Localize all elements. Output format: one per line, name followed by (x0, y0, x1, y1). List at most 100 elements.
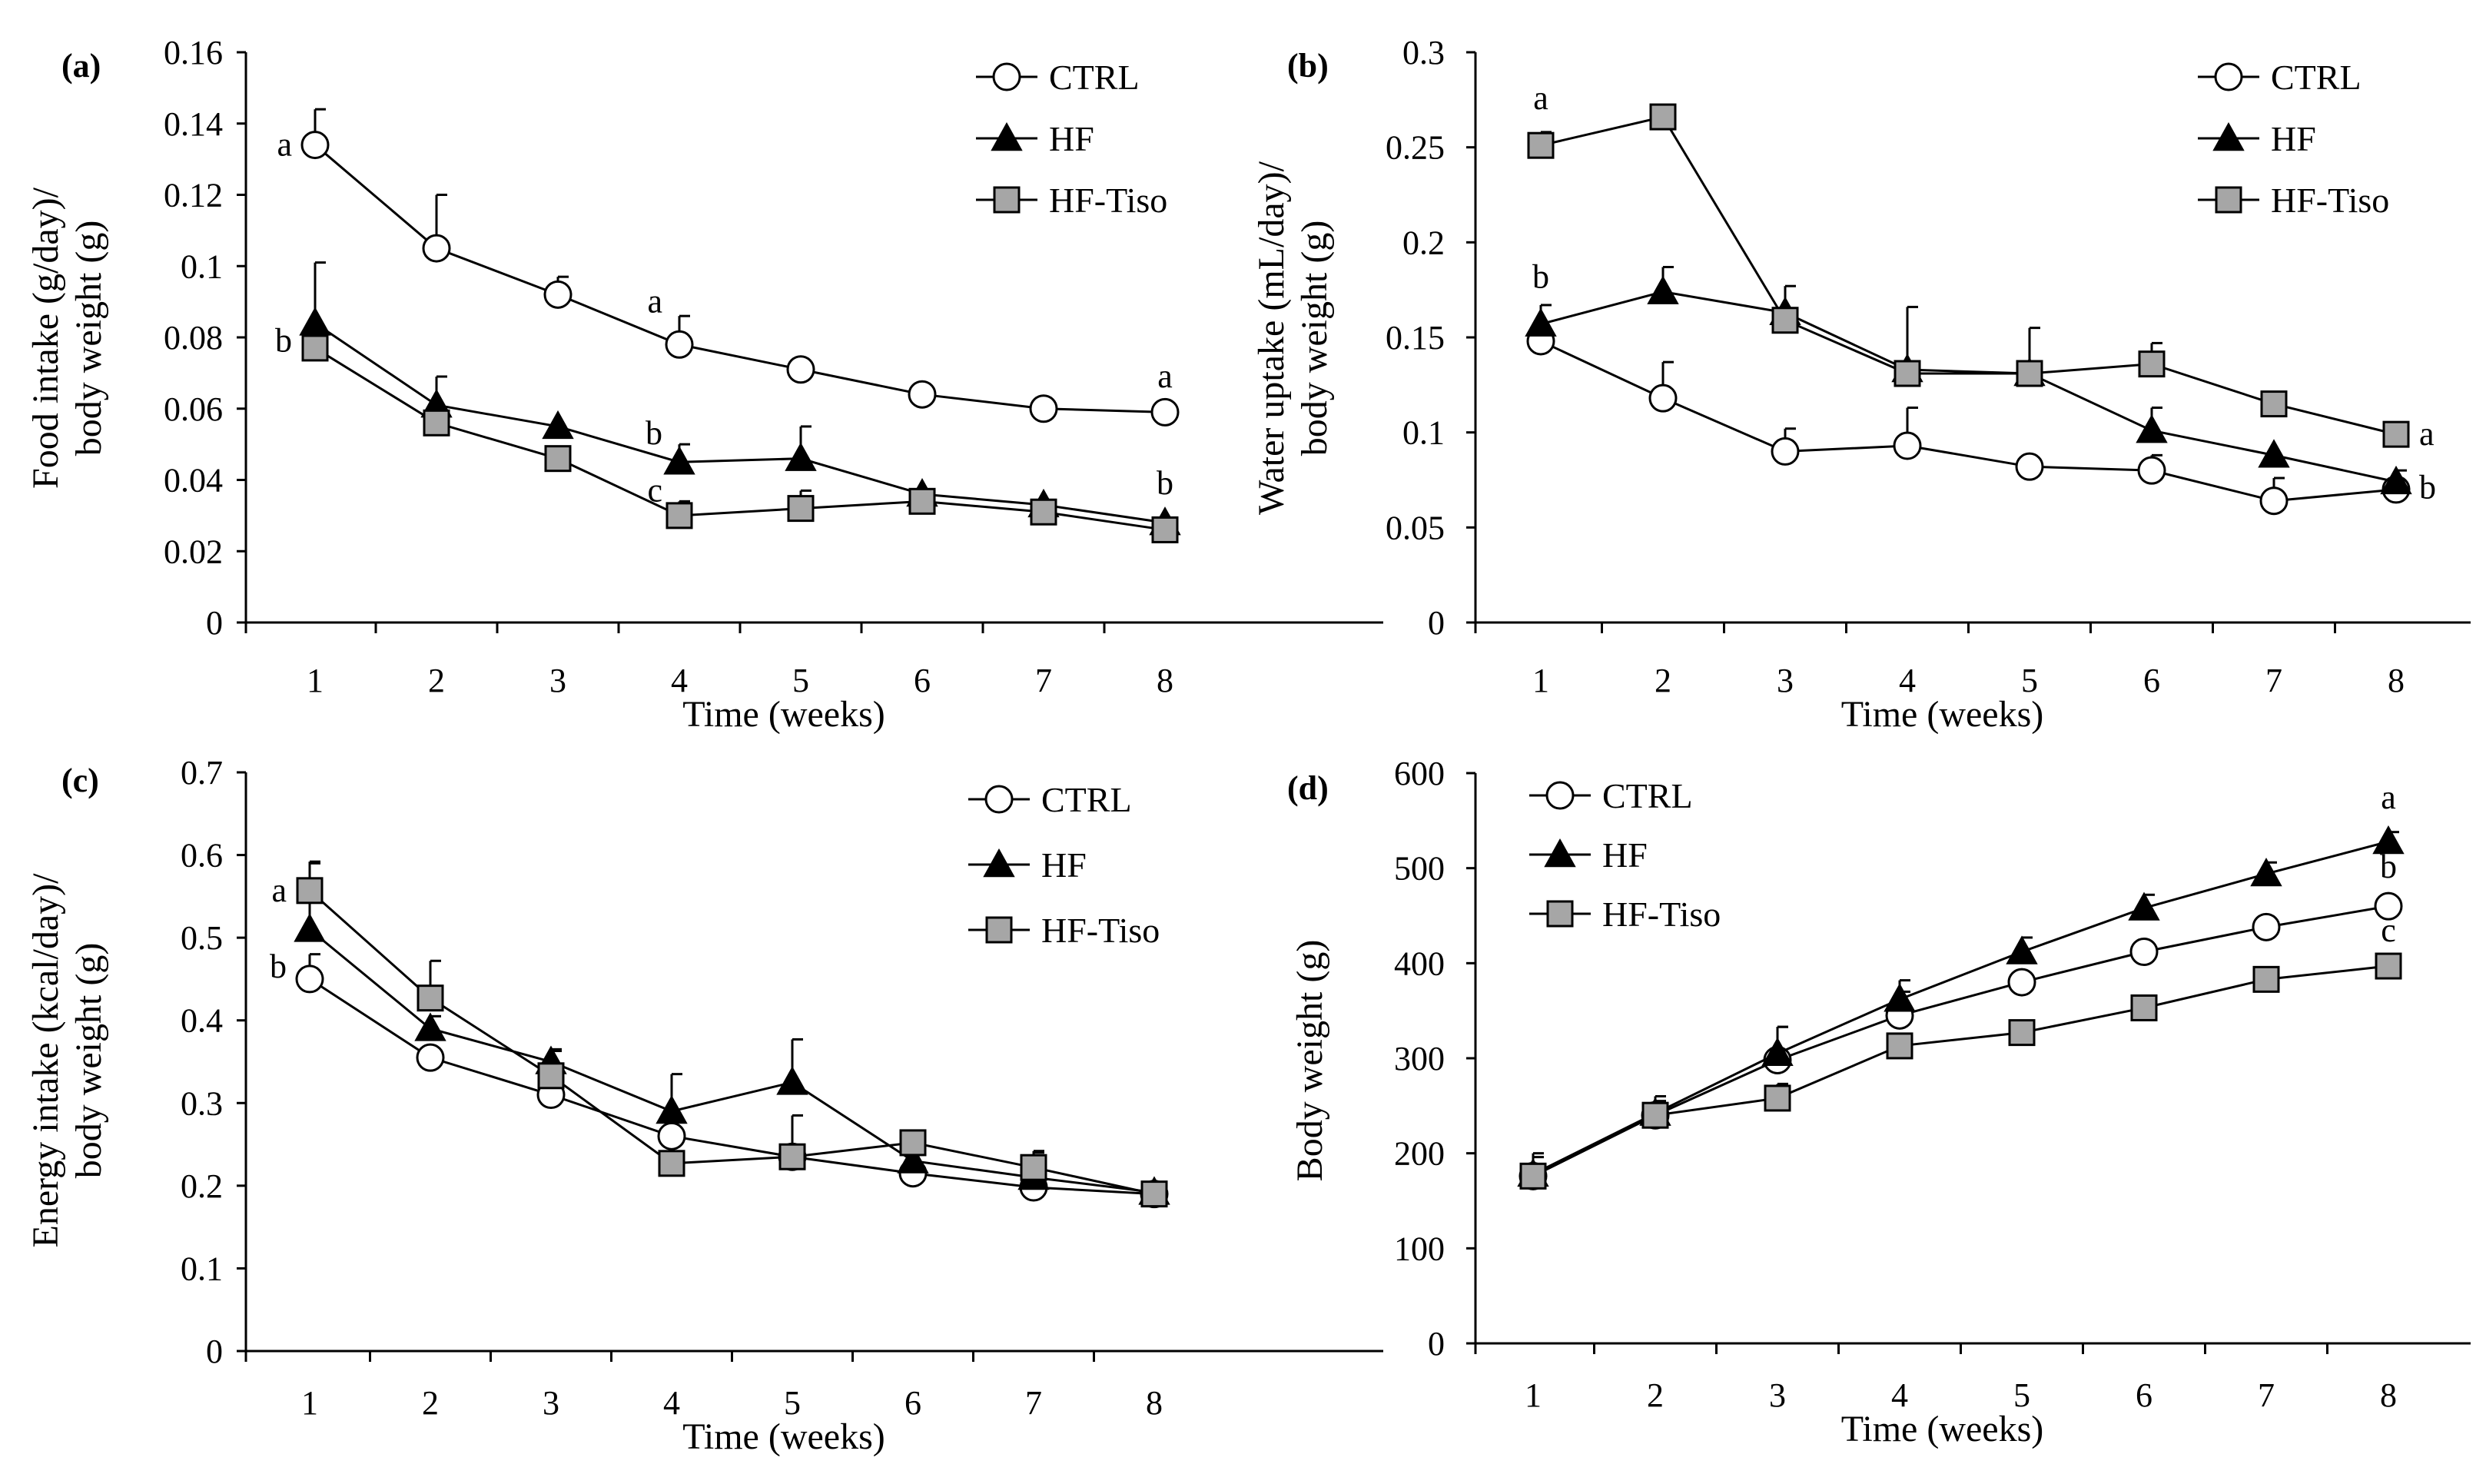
data-point-hf (785, 442, 817, 471)
legend: CTRL HF HF-Tiso (976, 58, 1167, 220)
data-point-hf (2258, 439, 2290, 468)
y-tick-label: 0.3 (181, 1084, 223, 1122)
x-tick-label: 1 (1525, 1376, 1542, 1414)
data-point-hf-tiso (544, 445, 572, 473)
series-hf-tiso (1519, 952, 2402, 1190)
x-tick-label: 6 (904, 1384, 921, 1422)
significance-letter: b (270, 948, 287, 985)
legend-label-hf-tiso: HF-Tiso (1049, 181, 1167, 220)
data-point-hf (656, 1094, 688, 1124)
y-axis-title-line: body weight (g) (68, 943, 109, 1179)
data-point-hf-tiso (296, 877, 324, 905)
x-tick-label: 6 (2143, 662, 2160, 699)
series-ctrl (1526, 327, 2411, 516)
significance-letter: b (275, 322, 292, 360)
data-point-hf-tiso (1519, 1162, 1547, 1190)
y-tick-label: 300 (1394, 1040, 1445, 1077)
x-tick-label: 1 (307, 662, 324, 699)
data-point-ctrl (2137, 456, 2166, 485)
x-tick-label: 3 (549, 662, 566, 699)
x-tick-label: 3 (1769, 1376, 1786, 1414)
data-point-ctrl (2129, 937, 2159, 966)
series-ctrl (1518, 891, 2403, 1190)
significance-letter: a (2419, 415, 2435, 453)
legend-marker-hf-tiso (993, 186, 1021, 214)
y-tick-label: 0.6 (181, 837, 223, 875)
y-tick-label: 0.2 (181, 1167, 223, 1205)
data-point-ctrl (786, 355, 815, 384)
data-point-hf-tiso (2016, 360, 2043, 387)
y-tick-label: 0.04 (164, 462, 223, 500)
legend-marker-ctrl (992, 62, 1021, 91)
series-line-hf-tiso (1540, 115, 2397, 436)
data-point-hf-tiso (301, 334, 329, 362)
data-point-ctrl (295, 964, 324, 994)
data-point-hf (2136, 414, 2168, 443)
significance-letter: a (647, 283, 662, 320)
series-line-hf (1532, 840, 2389, 1176)
x-tick-label: 1 (1532, 662, 1549, 699)
data-point-hf-tiso (1151, 516, 1179, 543)
y-axis-title-line: Body weight (g) (1289, 940, 1330, 1182)
series-hf (1525, 265, 2412, 495)
legend-marker-hf-tiso (1546, 900, 1574, 928)
data-point-hf (542, 410, 574, 440)
y-tick-label: 0.05 (1386, 509, 1445, 546)
data-point-hf-tiso (1030, 498, 1057, 526)
y-tick-label: 0.2 (1402, 224, 1445, 261)
x-tick-label: 7 (1035, 662, 1052, 699)
significance-letter: a (271, 871, 287, 909)
data-point-ctrl (2374, 891, 2403, 921)
data-point-ctrl (1150, 397, 1180, 427)
x-tick-label: 4 (1891, 1376, 1908, 1414)
legend-marker-ctrl (2214, 62, 2243, 91)
x-axis-title: Time (weeks) (1841, 1409, 2044, 1449)
data-point-hf (2006, 935, 2038, 964)
data-point-hf (897, 1144, 929, 1174)
x-tick-label: 5 (2013, 1376, 2030, 1414)
data-point-hf-tiso (1886, 1032, 1913, 1060)
x-tick-label: 7 (2258, 1376, 2275, 1414)
y-axis-title-line: Food intake (g/day)/ (25, 187, 66, 489)
legend: CTRL HF HF-Tiso (2198, 58, 2389, 220)
data-point-hf-tiso (2375, 952, 2402, 980)
data-point-hf-tiso (1771, 307, 1799, 334)
data-point-ctrl (1771, 437, 1800, 466)
legend-marker-hf (991, 121, 1023, 151)
data-point-hf-tiso (1894, 360, 1921, 387)
x-tick-label: 5 (792, 662, 809, 699)
data-point-hf (1647, 275, 1679, 304)
panel-3: 0 100 200 300 400 500 600 1 2 3 4 5 6 7 8 Time (weeks) B… (1287, 755, 2471, 1449)
data-point-hf-tiso (2138, 350, 2166, 378)
data-point-ctrl (2015, 452, 2044, 481)
y-tick-label: 0.16 (164, 34, 223, 71)
y-tick-label: 100 (1394, 1230, 1445, 1267)
legend: CTRL HF HF-Tiso (1529, 776, 1721, 934)
y-axis-title-line: body weight (g) (68, 221, 109, 456)
y-tick-label: 0.14 (164, 105, 223, 143)
series-ctrl (300, 108, 1180, 427)
legend-marker-hf-tiso (2215, 186, 2242, 214)
data-point-hf (1525, 307, 1557, 337)
x-tick-label: 4 (671, 662, 688, 699)
data-point-hf (2128, 891, 2160, 921)
series-line-hf (1540, 290, 2397, 483)
data-point-ctrl (1029, 394, 1058, 423)
data-point-hf-tiso (1020, 1154, 1047, 1181)
panel-label: (b) (1287, 47, 1329, 85)
panel-2: 0 0.1 0.2 0.3 0.4 0.5 0.6 0.7 1 2 3 4 5 6 7 8 Time (week… (25, 754, 1383, 1457)
y-axis-title-line: Water uptake (mL/day)/ (1251, 161, 1292, 515)
legend-label-hf-tiso: HF-Tiso (1602, 895, 1721, 934)
y-tick-label: 0.5 (181, 919, 223, 957)
y-tick-label: 0.4 (181, 1002, 223, 1040)
y-tick-label: 0 (206, 1333, 223, 1370)
data-point-hf-tiso (417, 984, 444, 1012)
legend-label-ctrl: CTRL (1602, 776, 1693, 815)
series-line-ctrl (309, 978, 1155, 1196)
data-point-hf-tiso (1764, 1084, 1791, 1112)
y-tick-label: 400 (1394, 945, 1445, 982)
x-tick-label: 8 (2388, 662, 2405, 699)
data-point-hf-tiso (1649, 103, 1677, 131)
x-tick-label: 4 (663, 1384, 680, 1422)
data-point-ctrl (657, 1121, 686, 1150)
